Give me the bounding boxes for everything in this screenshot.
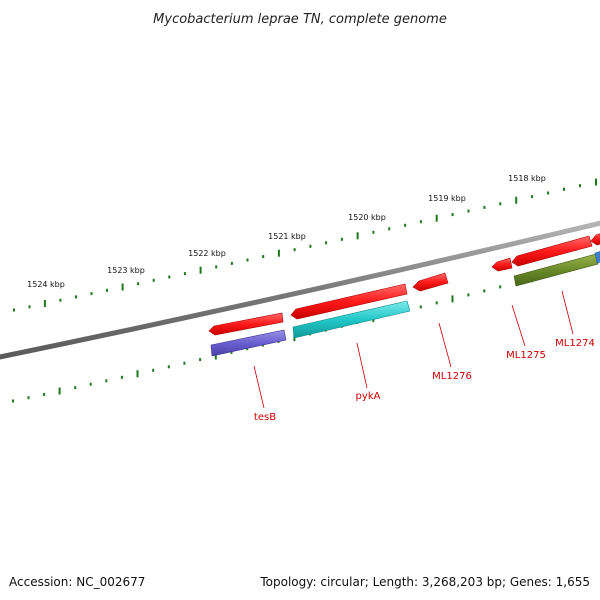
map-title: Mycobacterium leprae TN, complete genome [153,12,447,27]
leader-tesB [253,365,265,409]
cds-forward-6[interactable] [590,232,600,246]
gene-label-pykA[interactable]: pykA [356,391,381,402]
genome-backbone [0,220,600,360]
cds-ML1276[interactable] [412,272,449,292]
cds-ML1275[interactable] [491,257,513,272]
kbp-label-1523: 1523 kbp [107,266,145,275]
gene-label-ML1276[interactable]: ML1276 [432,371,472,382]
accession-text: Accession: NC_002677 [9,575,145,589]
gene-label-ML1275[interactable]: ML1275 [506,350,546,361]
gene-label-tesB[interactable]: tesB [254,412,276,423]
leader-pykA [356,342,368,389]
leader-ML1275 [511,304,526,347]
cds-tesB[interactable] [210,329,287,357]
genome-summary-text: Topology: circular; Length: 3,268,203 bp… [259,575,590,589]
kbp-label-1518: 1518 kbp [508,174,546,183]
cds-forward-5[interactable] [511,235,593,267]
kbp-label-1519: 1519 kbp [428,194,466,203]
kbp-label-1521: 1521 kbp [268,232,306,241]
cds-forward-1[interactable] [208,312,284,336]
outer-tick-track [13,178,597,312]
cds-edge-feature[interactable] [594,250,600,264]
leader-ML1276 [438,322,452,368]
cds-pykA[interactable] [292,300,411,339]
gene-label-ML1274[interactable]: ML1274 [555,338,595,349]
kbp-label-1524: 1524 kbp [27,280,65,289]
kbp-label-1522: 1522 kbp [188,249,226,258]
cds-forward-2[interactable] [290,283,408,320]
kbp-label-1520: 1520 kbp [348,213,386,222]
leader-ML1274 [561,290,574,335]
cds-ML1274[interactable] [513,253,599,287]
